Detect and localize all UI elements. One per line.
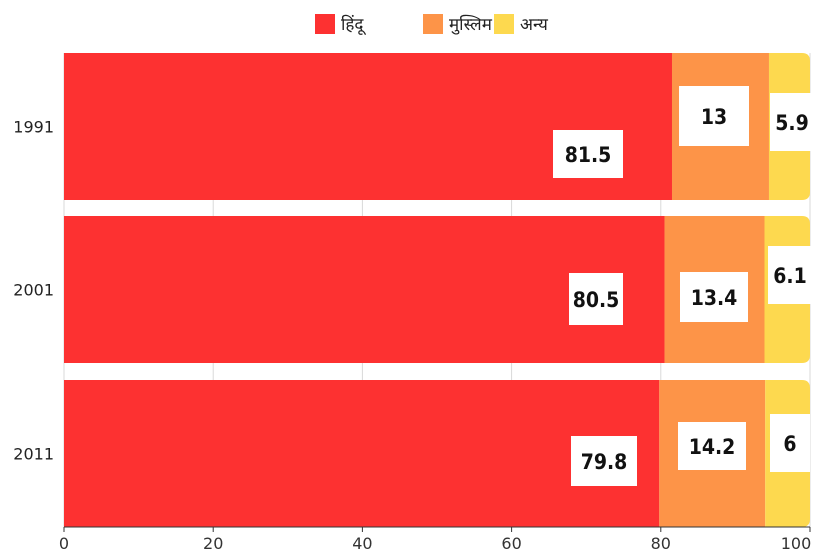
x-tick-label-100: 100 — [781, 534, 812, 550]
category-label-1991: 1991 — [13, 118, 54, 137]
legend-label-2: अन्य — [520, 15, 549, 35]
category-label-2011: 2011 — [13, 445, 54, 464]
legend-label-1: मुस्लिम — [449, 14, 493, 35]
data-label-box — [679, 86, 749, 146]
x-axis: 0 20 40 60 80 100 — [59, 526, 812, 550]
data-label-box — [553, 130, 623, 178]
data-label-2001-2: 6.1 — [773, 264, 806, 288]
data-label-box — [770, 93, 814, 151]
x-tick-label-20: 20 — [203, 534, 223, 550]
legend-label-0: हिंदू — [341, 14, 366, 35]
bar-2011-series-0 — [64, 380, 660, 527]
x-tick-label-60: 60 — [501, 534, 521, 550]
data-label-box — [680, 272, 748, 322]
data-label-1991-1: 13 — [701, 105, 727, 129]
data-label-2011-1: 14.2 — [689, 435, 736, 459]
data-label-2011-0: 79.8 — [581, 450, 628, 474]
category-label-2001: 2001 — [13, 281, 54, 300]
data-label-box — [571, 436, 637, 486]
data-label-box — [770, 414, 810, 472]
data-label-2001-1: 13.4 — [691, 286, 738, 310]
y-axis-categories: 1991 2001 2011 — [13, 118, 54, 464]
data-label-2011-2: 6 — [783, 432, 796, 456]
legend-swatch-1 — [423, 14, 443, 34]
x-tick-label-80: 80 — [651, 534, 671, 550]
x-tick-label-40: 40 — [352, 534, 372, 550]
data-label-1991-2: 5.9 — [775, 111, 808, 135]
legend-swatch-0 — [315, 14, 335, 34]
bars — [64, 53, 810, 527]
data-label-2001-0: 80.5 — [573, 288, 620, 312]
bar-2001-series-0 — [64, 216, 665, 363]
data-label-1991-0: 81.5 — [565, 143, 612, 167]
data-label-box — [569, 273, 623, 325]
data-labels: 81.5 13 5.9 80.5 13.4 6.1 79.8 14.2 6 — [553, 86, 814, 486]
data-label-box — [768, 246, 812, 304]
x-tick-label-0: 0 — [59, 534, 69, 550]
legend: हिंदू मुस्लिम अन्य — [315, 14, 549, 35]
data-label-box — [678, 422, 746, 470]
legend-swatch-2 — [494, 14, 514, 34]
